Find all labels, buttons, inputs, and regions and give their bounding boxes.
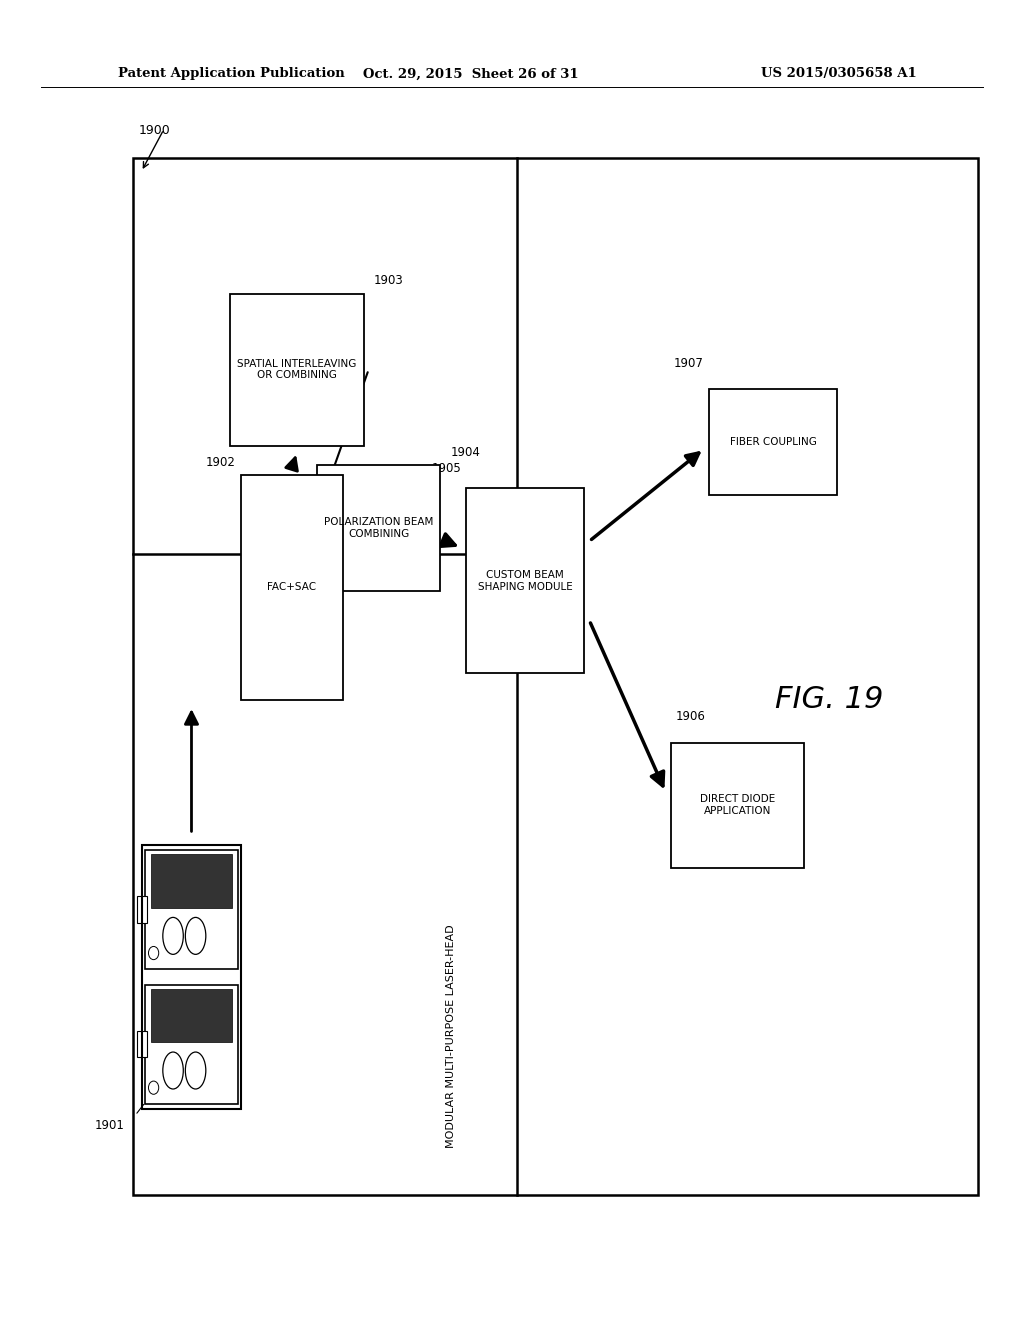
Bar <box>151 854 232 908</box>
Text: 1907: 1907 <box>674 356 705 370</box>
Text: Patent Application Publication: Patent Application Publication <box>118 67 344 81</box>
Text: FAC+SAC: FAC+SAC <box>267 582 316 593</box>
Text: 1904: 1904 <box>451 446 480 459</box>
Bar <box>241 475 343 700</box>
Text: MODULAR MULTI-PURPOSE LASER-HEAD: MODULAR MULTI-PURPOSE LASER-HEAD <box>445 925 456 1148</box>
Bar <box>709 389 838 495</box>
Bar <box>145 850 238 969</box>
Bar <box>133 158 978 1195</box>
Bar <box>671 742 804 869</box>
Text: 1902: 1902 <box>206 455 236 469</box>
Bar <box>151 989 232 1043</box>
Bar <box>230 294 364 446</box>
Bar <box>137 896 147 923</box>
Text: 1906: 1906 <box>676 710 706 722</box>
Text: US 2015/0305658 A1: US 2015/0305658 A1 <box>761 67 916 81</box>
Text: POLARIZATION BEAM
COMBINING: POLARIZATION BEAM COMBINING <box>325 517 433 539</box>
Text: 1905: 1905 <box>431 462 461 475</box>
Text: 1903: 1903 <box>374 275 403 288</box>
Bar <box>137 1031 147 1057</box>
Text: 1901: 1901 <box>95 1119 125 1133</box>
Text: FIBER COUPLING: FIBER COUPLING <box>730 437 816 447</box>
Text: Oct. 29, 2015  Sheet 26 of 31: Oct. 29, 2015 Sheet 26 of 31 <box>364 67 579 81</box>
Text: CUSTOM BEAM
SHAPING MODULE: CUSTOM BEAM SHAPING MODULE <box>478 570 572 591</box>
Text: FIG. 19: FIG. 19 <box>775 685 884 714</box>
Bar <box>467 488 584 673</box>
Text: DIRECT DIODE
APPLICATION: DIRECT DIODE APPLICATION <box>699 795 775 816</box>
Text: 1900: 1900 <box>138 124 170 137</box>
Bar <box>142 845 241 1109</box>
Bar <box>145 985 238 1104</box>
Text: SPATIAL INTERLEAVING
OR COMBINING: SPATIAL INTERLEAVING OR COMBINING <box>238 359 356 380</box>
Bar <box>317 466 440 591</box>
